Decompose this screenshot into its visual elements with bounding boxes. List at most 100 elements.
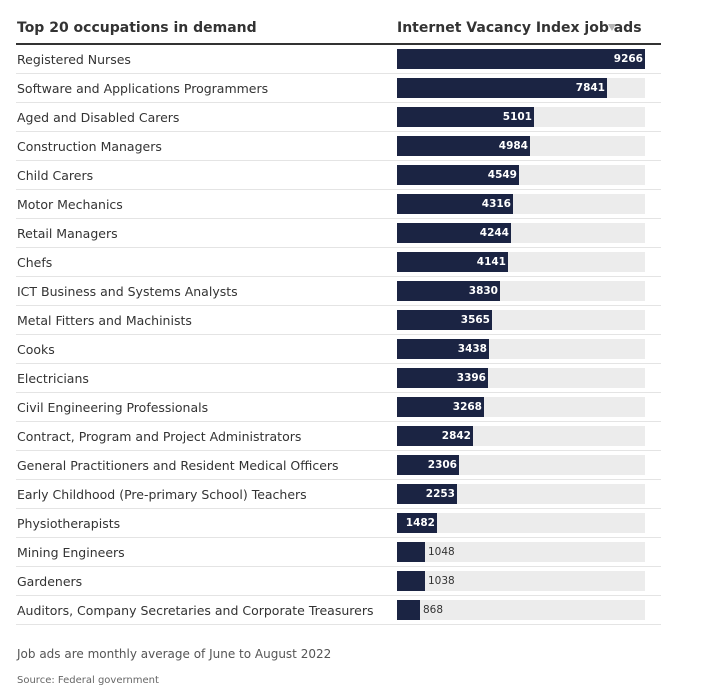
value-column-header[interactable]: Internet Vacancy Index job ads: [397, 20, 642, 36]
bar: [397, 78, 607, 98]
occupation-label: Child Carers: [17, 168, 94, 183]
label-column-header: Top 20 occupations in demand: [17, 20, 257, 36]
table-row: Electricians 3396: [16, 364, 661, 393]
bar-track: 3565: [397, 310, 645, 330]
bar: [397, 542, 425, 562]
bar-track: 868: [397, 600, 645, 620]
bar: [397, 484, 457, 504]
sort-down-icon[interactable]: [608, 24, 616, 31]
bar-track: 3830: [397, 281, 645, 301]
occupation-label: Motor Mechanics: [17, 197, 123, 212]
table-row: Physiotherapists 1482: [16, 509, 661, 538]
data-label: 2842: [441, 430, 471, 442]
bar-track: 2253: [397, 484, 645, 504]
occupation-label: Early Childhood (Pre-primary School) Tea…: [17, 487, 307, 502]
bar-track: 9266: [397, 49, 645, 69]
occupation-label: ICT Business and Systems Analysts: [17, 284, 238, 299]
data-label: 3438: [457, 343, 487, 355]
bar-track: 4316: [397, 194, 645, 214]
data-label: 1482: [405, 517, 435, 529]
table-body: Registered Nurses 9266 Software and Applic…: [16, 45, 661, 625]
bar-track: 2842: [397, 426, 645, 446]
bar-track: 1048: [397, 542, 645, 562]
data-label: 3268: [452, 401, 482, 413]
bar: [397, 426, 473, 446]
data-label: 5101: [502, 111, 532, 123]
occupation-label: Civil Engineering Professionals: [17, 400, 209, 415]
table-header: Top 20 occupations in demand Internet Va…: [16, 14, 661, 45]
bar-track: 3396: [397, 368, 645, 388]
bar-track: 7841: [397, 78, 645, 98]
occupation-label: Software and Applications Programmers: [17, 81, 269, 96]
occupation-label: Auditors, Company Secretaries and Corpor…: [17, 603, 374, 618]
footnote: Job ads are monthly average of June to A…: [17, 647, 332, 661]
table-row: Cooks 3438: [16, 335, 661, 364]
data-label: 3565: [460, 314, 490, 326]
bar: [397, 368, 488, 388]
bar-track: 1482: [397, 513, 645, 533]
data-label: 4244: [479, 227, 509, 239]
data-label: 4549: [487, 169, 517, 181]
table-row: Civil Engineering Professionals 3268: [16, 393, 661, 422]
bar-track: 1038: [397, 571, 645, 591]
bar-track: 5101: [397, 107, 645, 127]
source-note: Source: Federal government: [17, 675, 159, 686]
bar-track: 2306: [397, 455, 645, 475]
data-label: 2253: [425, 488, 455, 500]
table-row: Software and Applications Programmers 784…: [16, 74, 661, 103]
table-row: Gardeners 1038: [16, 567, 661, 596]
table-row: Metal Fitters and Machinists 3565: [16, 306, 661, 335]
data-label: 868: [423, 604, 444, 616]
bar: [397, 252, 508, 272]
bar: [397, 513, 437, 533]
occupation-label: Contract, Program and Project Administra…: [17, 429, 302, 444]
occupation-label: Construction Managers: [17, 139, 162, 154]
data-label: 4141: [476, 256, 506, 268]
bar-track: 3268: [397, 397, 645, 417]
bar: [397, 571, 425, 591]
bar: [397, 600, 420, 620]
data-label: 7841: [575, 82, 605, 94]
data-label: 4316: [481, 198, 511, 210]
table-row: Aged and Disabled Carers 5101: [16, 103, 661, 132]
data-label: 3830: [468, 285, 498, 297]
data-label: 2306: [427, 459, 457, 471]
bar: [397, 107, 534, 127]
table-row: Early Childhood (Pre-primary School) Tea…: [16, 480, 661, 509]
bar: [397, 455, 459, 475]
occupation-label: Chefs: [17, 255, 53, 270]
occupation-label: Gardeners: [17, 574, 83, 589]
occupation-label: Physiotherapists: [17, 516, 121, 531]
data-label: 1048: [428, 546, 455, 558]
table-row: Motor Mechanics 4316: [16, 190, 661, 219]
occupations-table: Top 20 occupations in demand Internet Va…: [16, 14, 661, 625]
bar: [397, 281, 500, 301]
table-row: Mining Engineers 1048: [16, 538, 661, 567]
table-row: Contract, Program and Project Administra…: [16, 422, 661, 451]
table-row: Retail Managers 4244: [16, 219, 661, 248]
bar-track: 4244: [397, 223, 645, 243]
table-row: Child Carers 4549: [16, 161, 661, 190]
data-label: 9266: [613, 53, 643, 65]
table-row: Construction Managers 4984: [16, 132, 661, 161]
bar: [397, 397, 484, 417]
table-row: General Practitioners and Resident Medic…: [16, 451, 661, 480]
table-row: ICT Business and Systems Analysts 3830: [16, 277, 661, 306]
occupation-label: General Practitioners and Resident Medic…: [17, 458, 339, 473]
table-row: Registered Nurses 9266: [16, 45, 661, 74]
data-label: 3396: [456, 372, 486, 384]
occupation-label: Metal Fitters and Machinists: [17, 313, 192, 328]
occupation-label: Mining Engineers: [17, 545, 125, 560]
bar: [397, 310, 492, 330]
bar-track: 3438: [397, 339, 645, 359]
occupation-label: Registered Nurses: [17, 52, 131, 67]
bar: [397, 339, 489, 359]
bar-track: 4984: [397, 136, 645, 156]
occupation-label: Electricians: [17, 371, 89, 386]
bar-track: 4141: [397, 252, 645, 272]
occupation-label: Aged and Disabled Carers: [17, 110, 180, 125]
bar: [397, 223, 511, 243]
bar-track: 4549: [397, 165, 645, 185]
bar: [397, 136, 530, 156]
table-row: Chefs 4141: [16, 248, 661, 277]
